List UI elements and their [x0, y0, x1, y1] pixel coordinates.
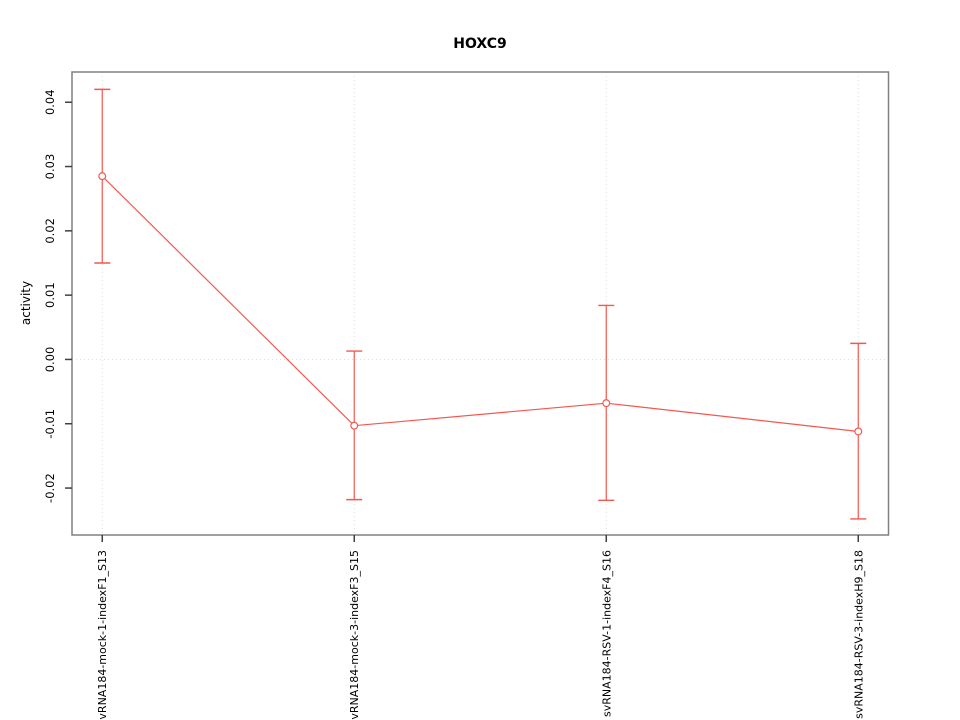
series-line — [101, 175, 859, 433]
y-tick-label: 0.03 — [43, 154, 57, 180]
y-tick-label: -0.02 — [43, 473, 57, 503]
plot-box — [71, 71, 890, 536]
y-tick-label: -0.01 — [43, 409, 57, 439]
data-point — [350, 421, 359, 430]
data-point — [602, 399, 611, 408]
x-tick-label: svRNA184-mock-3-indexF3_S15 — [348, 550, 361, 720]
data-point — [854, 427, 863, 436]
y-tick-label: 0.02 — [43, 218, 57, 244]
x-tick-label: svRNA184-RSV-3-indexH9_S18 — [852, 550, 865, 719]
y-tick-label: 0.04 — [43, 89, 57, 115]
y-tick-label: 0.00 — [43, 347, 57, 373]
chart-title: HOXC9 — [453, 36, 507, 52]
y-tick-label: 0.01 — [43, 282, 57, 308]
x-tick-label: svRNA184-RSV-1-indexF4_S16 — [600, 550, 613, 717]
x-tick-label: svRNA184-mock-1-indexF1_S13 — [96, 550, 109, 720]
data-point — [98, 172, 107, 181]
